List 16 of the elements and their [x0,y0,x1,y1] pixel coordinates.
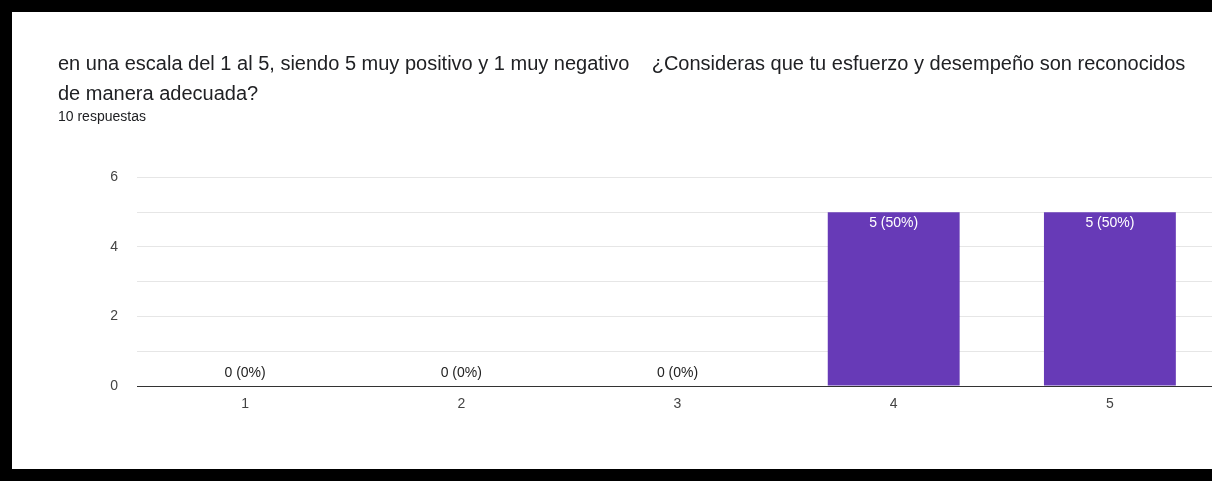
y-tick-label: 6 [110,168,119,185]
chart-subtitle: 10 respuestas [58,108,146,124]
data-label: 0 (0%) [656,363,699,380]
x-tick-label: 2 [457,395,466,412]
x-tick-label: 3 [673,395,682,412]
data-label: 0 (0%) [440,363,482,380]
x-tick-label: 5 [1106,395,1114,412]
data-label: 5 (50%) [869,214,919,231]
y-tick-label: 4 [110,237,119,254]
chart-title: en una escala del 1 al 5, siendo 5 muy positivo y 1 muy negativo ¿Consideras que tu esfuerzo y desempeño son reconocidos de manera adecuada? [58,51,1187,106]
x-tick-label: 1 [241,395,250,412]
data-label: 5 (50%) [1085,214,1135,231]
x-tick-label: 4 [889,395,898,412]
y-tick-label: 2 [110,307,119,324]
data-label: 0 (0%) [224,363,266,380]
y-tick-label: 0 [110,376,119,393]
